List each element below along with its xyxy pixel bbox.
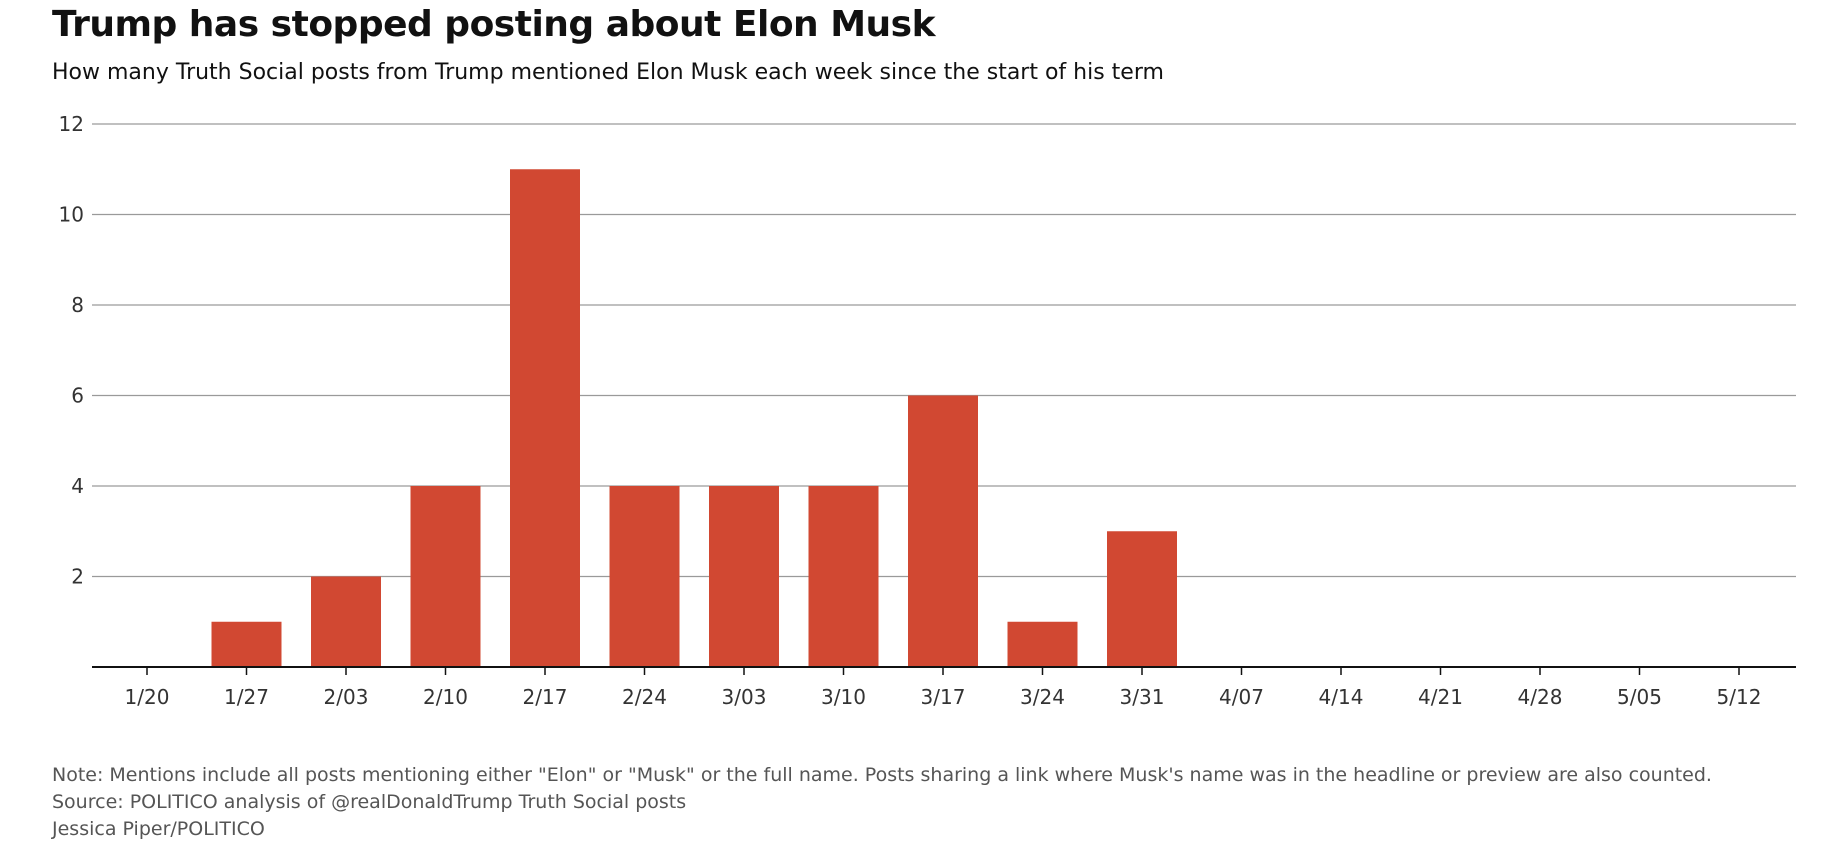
x-tick-label: 2/10 [423, 685, 468, 709]
bar-2-17 [510, 169, 580, 667]
y-tick-label: 12 [59, 112, 84, 136]
x-tick-label: 5/05 [1617, 685, 1662, 709]
footer-source: Source: POLITICO analysis of @realDonald… [52, 791, 687, 813]
x-tick-label: 3/31 [1120, 685, 1165, 709]
x-tick-label: 2/03 [324, 685, 369, 709]
bar-chart: 2 4 6 8 10 12 1/20 1/27 2/03 2/10 2/17 2/24 3/03 3/1… [59, 112, 1796, 709]
x-tick-label: 2/17 [523, 685, 568, 709]
x-tick-label: 1/27 [224, 685, 269, 709]
x-tick-label: 2/24 [622, 685, 667, 709]
bars [211, 169, 1177, 667]
x-tick-label: 3/03 [722, 685, 767, 709]
bar-1-27 [211, 621, 282, 667]
x-tick-label: 4/28 [1518, 685, 1563, 709]
y-tick-label: 2 [71, 565, 84, 589]
bar-3-03 [709, 486, 779, 667]
x-tick-label: 1/20 [125, 685, 170, 709]
x-axis-ticks: 1/20 1/27 2/03 2/10 2/17 2/24 3/03 3/10 3/17 3/24… [125, 667, 1762, 709]
x-tick-label: 4/21 [1418, 685, 1463, 709]
y-tick-label: 4 [71, 474, 84, 498]
x-tick-label: 3/10 [821, 685, 866, 709]
x-tick-label: 3/17 [921, 685, 966, 709]
bar-3-10 [808, 486, 879, 667]
y-tick-label: 10 [59, 203, 84, 227]
bar-2-10 [410, 486, 481, 667]
x-tick-label: 4/07 [1219, 685, 1264, 709]
chart-footer: Note: Mentions include all posts mention… [52, 762, 1712, 843]
x-tick-label: 5/12 [1717, 685, 1762, 709]
x-tick-label: 3/24 [1020, 685, 1065, 709]
bar-3-17 [908, 395, 978, 667]
y-axis-ticks: 2 4 6 8 10 12 [59, 112, 84, 589]
y-tick-label: 6 [71, 384, 84, 408]
bar-2-24 [609, 486, 680, 667]
chart-subtitle: How many Truth Social posts from Trump m… [52, 60, 1164, 85]
chart-title: Trump has stopped posting about Elon Mus… [52, 4, 936, 45]
bar-2-03 [311, 576, 381, 667]
footer-credit: Jessica Piper/POLITICO [52, 818, 265, 840]
bar-3-31 [1107, 531, 1177, 667]
x-tick-label: 4/14 [1319, 685, 1364, 709]
footer-note: Note: Mentions include all posts mention… [52, 764, 1712, 786]
y-tick-label: 8 [71, 293, 84, 317]
bar-3-24 [1007, 621, 1078, 667]
